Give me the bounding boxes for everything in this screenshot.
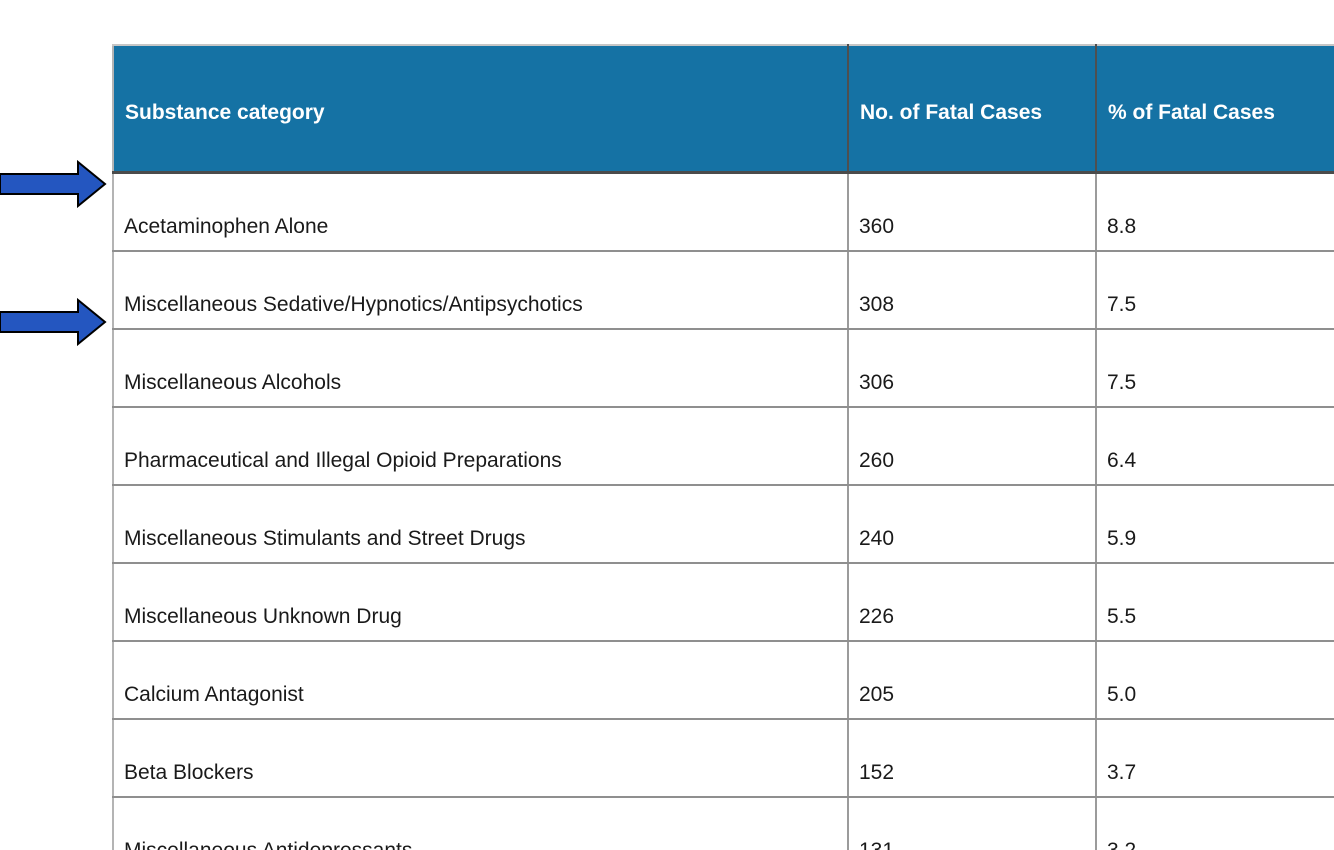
table-header: Substance category No. of Fatal Cases % … [113,45,1334,174]
column-header-substance-category: Substance category [113,45,848,174]
fatal-cases-count-cell: 360 [847,172,1096,252]
table-row: Miscellaneous Stimulants and Street Drug… [113,485,1334,564]
fatal-cases-count-cell: 131 [847,797,1096,850]
table-row: Calcium Antagonist 205 5.0 [113,641,1334,720]
table-row: Miscellaneous Unknown Drug 226 5.5 [113,563,1334,642]
callout-arrow-icon [0,298,107,346]
fatal-cases-count-cell: 306 [847,329,1096,408]
fatal-cases-table: Substance category No. of Fatal Cases % … [112,44,1334,850]
table-row: Miscellaneous Antidepressants 131 3.2 [113,797,1334,850]
fatal-cases-count-cell: 240 [847,485,1096,564]
fatal-cases-pct-cell: 5.5 [1095,563,1334,642]
fatal-cases-pct-cell: 6.4 [1095,407,1334,486]
fatal-cases-count-cell: 226 [847,563,1096,642]
fatal-cases-count-cell: 308 [847,251,1096,330]
substance-category-cell: Miscellaneous Antidepressants [113,797,848,850]
fatal-cases-pct-cell: 3.2 [1095,797,1334,850]
fatal-cases-count-cell: 260 [847,407,1096,486]
table-row: Miscellaneous Alcohols 306 7.5 [113,329,1334,408]
substance-category-cell: Miscellaneous Sedative/Hypnotics/Antipsy… [113,251,848,330]
table-row: Acetaminophen Alone 360 8.8 [113,172,1334,252]
substance-category-cell: Calcium Antagonist [113,641,848,720]
substance-category-cell: Miscellaneous Alcohols [113,329,848,408]
table-row: Pharmaceutical and Illegal Opioid Prepar… [113,407,1334,486]
fatal-cases-pct-cell: 5.0 [1095,641,1334,720]
header-row: Substance category No. of Fatal Cases % … [113,45,1334,174]
substance-category-cell: Miscellaneous Unknown Drug [113,563,848,642]
table-row: Miscellaneous Sedative/Hypnotics/Antipsy… [113,251,1334,330]
substance-category-cell: Miscellaneous Stimulants and Street Drug… [113,485,848,564]
fatal-cases-count-cell: 205 [847,641,1096,720]
fatal-cases-pct-cell: 7.5 [1095,251,1334,330]
fatal-cases-pct-cell: 3.7 [1095,719,1334,798]
substance-category-cell: Pharmaceutical and Illegal Opioid Prepar… [113,407,848,486]
column-header-pct-of-fatal-cases: % of Fatal Cases [1095,45,1334,174]
substance-category-cell: Acetaminophen Alone [113,172,848,252]
fatal-cases-pct-cell: 5.9 [1095,485,1334,564]
fatal-cases-count-cell: 152 [847,719,1096,798]
fatal-cases-pct-cell: 8.8 [1095,172,1334,252]
column-header-no-of-fatal-cases: No. of Fatal Cases [847,45,1096,174]
right-arrow-icon [0,160,107,208]
callout-arrow-icon [0,160,107,208]
fatal-cases-pct-cell: 7.5 [1095,329,1334,408]
right-arrow-icon [0,298,107,346]
substance-category-cell: Beta Blockers [113,719,848,798]
table-row: Beta Blockers 152 3.7 [113,719,1334,798]
table-body: Acetaminophen Alone 360 8.8 Miscellaneou… [113,172,1334,850]
